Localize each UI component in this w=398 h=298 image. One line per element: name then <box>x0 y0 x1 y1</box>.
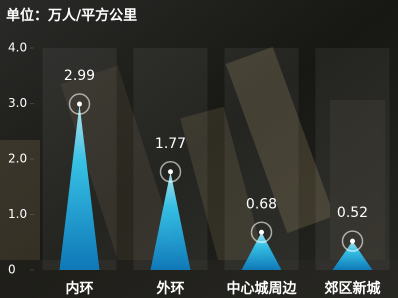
value-label: 0.52 <box>337 205 368 221</box>
chart-title: 单位：万人/平方公里 <box>6 7 137 24</box>
tip-dot <box>168 169 173 174</box>
column-band <box>316 48 390 270</box>
value-label: 0.68 <box>246 196 277 212</box>
x-tick-label: 郊区新城 <box>325 280 381 297</box>
x-tick-label: 中心城周边 <box>227 280 298 297</box>
tip-dot <box>259 230 264 235</box>
value-label: 1.77 <box>155 136 186 152</box>
tip-dot <box>77 102 82 107</box>
x-tick-label: 内环 <box>66 280 94 297</box>
x-tick-label: 外环 <box>157 280 185 297</box>
y-tick-label: 0 <box>8 263 16 277</box>
tip-dot <box>350 239 355 244</box>
y-tick-label: 1.0 <box>8 207 27 221</box>
y-tick-label: 4.0 <box>8 41 27 55</box>
y-tick-label: 2.0 <box>8 152 27 166</box>
y-tick-label: 3.0 <box>8 96 27 110</box>
value-label: 2.99 <box>64 68 95 84</box>
chart: 单位：万人/平方公里 0 1.0 2.0 3.0 4.0 内环 2.99 外环 1.77 中心城周… <box>0 0 398 298</box>
